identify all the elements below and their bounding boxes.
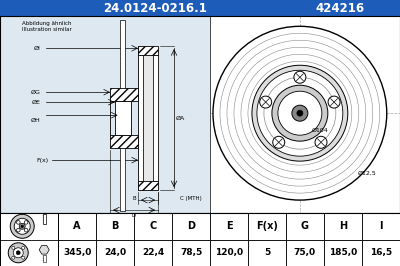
Circle shape xyxy=(315,136,327,148)
Circle shape xyxy=(328,96,340,108)
Bar xyxy=(115,101,131,135)
Bar xyxy=(286,213,324,240)
Bar xyxy=(0,213,58,266)
Text: 75,0: 75,0 xyxy=(294,248,316,257)
Circle shape xyxy=(278,91,322,135)
Bar xyxy=(362,240,400,266)
Text: A: A xyxy=(74,221,81,231)
Circle shape xyxy=(21,225,24,227)
Text: 16,5: 16,5 xyxy=(370,248,392,257)
Text: Illustration similar: Illustration similar xyxy=(22,27,72,32)
Circle shape xyxy=(292,105,308,121)
Text: 24.0124-0216.1: 24.0124-0216.1 xyxy=(103,2,207,15)
Text: D: D xyxy=(187,221,195,231)
Circle shape xyxy=(13,248,23,258)
Circle shape xyxy=(16,251,20,255)
Text: F(x): F(x) xyxy=(256,221,278,231)
Text: Ø12,5: Ø12,5 xyxy=(358,171,376,176)
Bar xyxy=(324,213,362,240)
Text: ate: ate xyxy=(282,146,328,170)
Text: C: C xyxy=(150,221,157,231)
Text: ØH: ØH xyxy=(30,118,40,123)
Circle shape xyxy=(252,65,348,161)
Text: 120,0: 120,0 xyxy=(215,248,243,257)
Bar xyxy=(138,46,158,55)
Bar xyxy=(134,240,172,266)
Bar xyxy=(153,55,158,181)
Text: ØA: ØA xyxy=(176,116,185,121)
Bar xyxy=(134,213,172,240)
Text: 5: 5 xyxy=(264,248,270,257)
Circle shape xyxy=(12,246,15,249)
Text: D: D xyxy=(132,213,136,218)
Text: B: B xyxy=(132,196,136,201)
Circle shape xyxy=(272,85,328,141)
Bar xyxy=(0,0,400,16)
Bar xyxy=(248,213,286,240)
Text: G: G xyxy=(301,221,309,231)
Circle shape xyxy=(12,256,15,259)
Circle shape xyxy=(8,243,28,263)
Circle shape xyxy=(24,228,28,232)
Bar xyxy=(0,16,400,213)
Bar xyxy=(138,181,158,190)
Bar xyxy=(0,213,400,266)
Bar xyxy=(143,55,153,181)
Bar xyxy=(58,213,96,240)
Text: 22,4: 22,4 xyxy=(142,248,164,257)
Bar xyxy=(138,55,143,181)
Text: 345,0: 345,0 xyxy=(63,248,91,257)
Bar xyxy=(210,16,400,213)
Circle shape xyxy=(213,26,387,200)
Text: Abbildung ähnlich: Abbildung ähnlich xyxy=(22,21,72,26)
Circle shape xyxy=(14,218,30,234)
Text: F(x): F(x) xyxy=(36,158,48,163)
Text: ØG: ØG xyxy=(30,90,40,95)
Bar xyxy=(0,16,400,213)
Text: 185,0: 185,0 xyxy=(329,248,357,257)
Bar xyxy=(110,135,138,148)
Bar xyxy=(58,240,96,266)
Circle shape xyxy=(257,70,343,156)
Bar xyxy=(120,20,125,211)
Text: E: E xyxy=(226,221,232,231)
Text: I: I xyxy=(379,221,382,231)
Bar xyxy=(43,255,46,262)
Circle shape xyxy=(273,136,285,148)
Bar xyxy=(110,88,138,101)
Circle shape xyxy=(297,110,303,116)
Text: 24,0: 24,0 xyxy=(104,248,126,257)
Bar xyxy=(210,240,248,266)
Bar xyxy=(286,240,324,266)
Circle shape xyxy=(10,214,34,238)
Bar xyxy=(172,240,210,266)
Bar xyxy=(324,240,362,266)
Circle shape xyxy=(22,256,25,259)
Text: H: H xyxy=(339,221,347,231)
Bar xyxy=(43,214,46,224)
Circle shape xyxy=(16,228,20,232)
Circle shape xyxy=(260,96,272,108)
Text: ØE: ØE xyxy=(31,100,40,105)
Text: C (MTH): C (MTH) xyxy=(180,196,202,201)
Bar xyxy=(96,240,134,266)
Bar xyxy=(248,240,286,266)
Text: 78,5: 78,5 xyxy=(180,248,202,257)
Text: Ø104: Ø104 xyxy=(312,128,329,133)
Text: 424216: 424216 xyxy=(315,2,364,15)
Bar xyxy=(172,213,210,240)
Circle shape xyxy=(16,221,20,224)
Circle shape xyxy=(19,223,25,229)
Bar xyxy=(210,213,248,240)
Text: B: B xyxy=(112,221,119,231)
Circle shape xyxy=(24,221,28,224)
Bar xyxy=(362,213,400,240)
Text: ØI: ØI xyxy=(33,46,40,51)
Circle shape xyxy=(22,246,25,249)
Bar xyxy=(96,213,134,240)
Circle shape xyxy=(294,71,306,83)
